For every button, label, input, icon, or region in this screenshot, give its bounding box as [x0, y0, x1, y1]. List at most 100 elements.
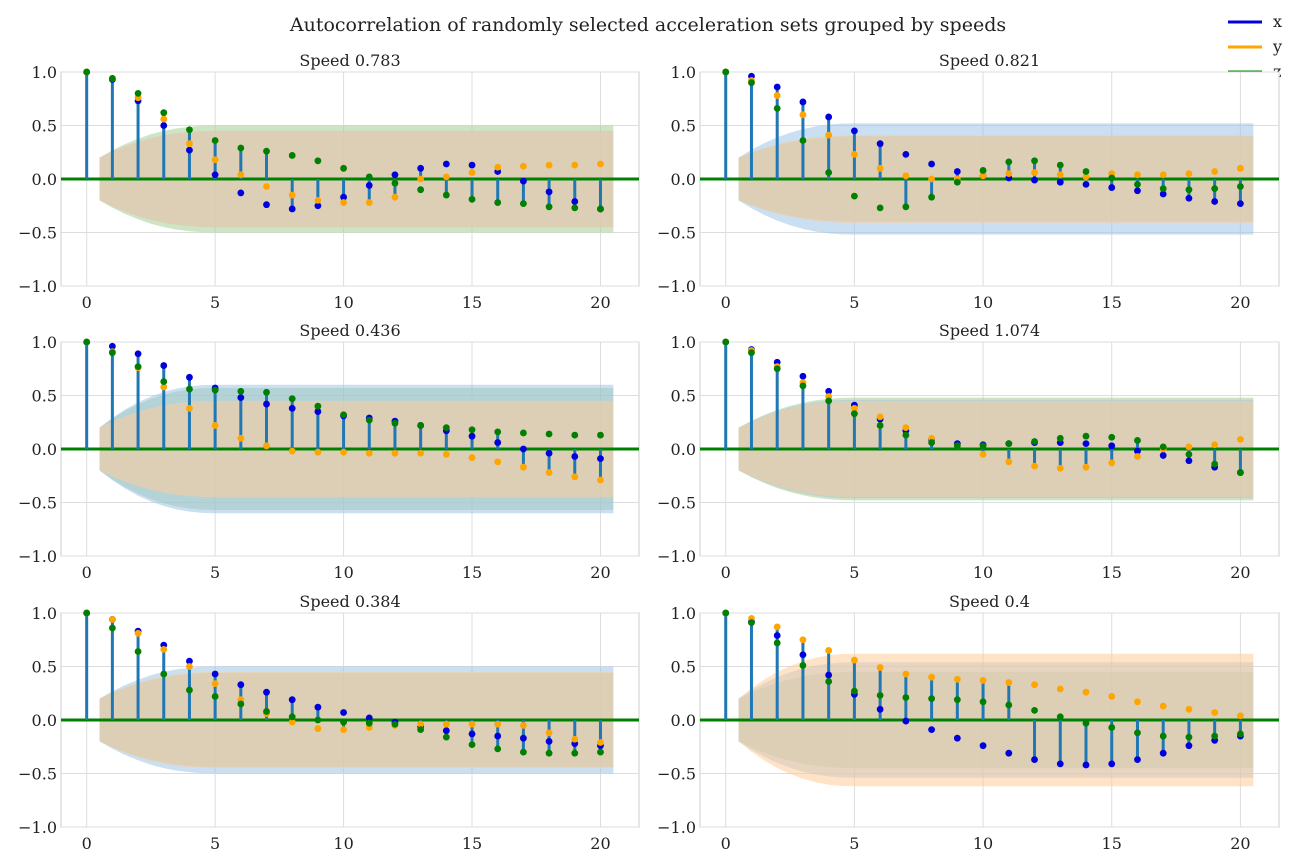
y-tick-label: −0.5	[657, 224, 696, 243]
x-tick-label: 5	[210, 563, 220, 582]
point-z-lag-20	[1237, 183, 1244, 190]
point-z-lag-18	[1185, 186, 1193, 194]
point-x-lag-4	[186, 657, 193, 665]
point-y-lag-10	[979, 450, 987, 458]
y-tick-label: −0.5	[657, 494, 696, 513]
point-x-lag-15	[468, 730, 476, 738]
point-z-lag-14	[1082, 432, 1090, 440]
point-z-lag-8	[928, 695, 935, 702]
point-z-lag-4	[186, 126, 193, 134]
point-z-lag-19	[571, 431, 579, 439]
point-x-lag-10	[340, 193, 347, 201]
point-y-lag-15	[468, 720, 476, 728]
point-y-lag-18	[1185, 170, 1193, 178]
x-tick-label: 5	[849, 293, 859, 312]
y-tick-label: 1.0	[32, 333, 57, 352]
y-tick-label: 0.0	[671, 440, 696, 459]
point-y-lag-18	[545, 729, 553, 737]
point-y-lag-12	[391, 193, 399, 201]
point-z-lag-9	[953, 178, 961, 186]
point-x-lag-6	[237, 189, 245, 197]
point-x-lag-15	[1108, 760, 1116, 768]
y-tick-label: 0.0	[32, 711, 57, 730]
point-z-lag-5	[211, 386, 219, 394]
point-y-lag-10	[979, 677, 987, 684]
point-x-lag-4	[825, 671, 833, 679]
point-z-lag-1	[108, 624, 116, 632]
point-z-lag-8	[928, 193, 935, 201]
point-z-lag-0	[83, 68, 91, 76]
point-y-lag-8	[928, 175, 935, 183]
point-y-lag-14	[1082, 173, 1090, 181]
point-y-lag-3	[799, 636, 807, 644]
point-x-lag-16	[494, 439, 502, 446]
point-z-lag-20	[597, 431, 604, 439]
point-z-lag-6	[237, 700, 245, 708]
point-z-lag-10	[979, 442, 987, 450]
point-x-lag-3	[799, 372, 807, 380]
y-tick-label: 0.0	[671, 170, 696, 189]
point-y-lag-2	[134, 629, 142, 637]
point-z-lag-11	[1005, 158, 1013, 166]
x-tick-label: 0	[721, 563, 731, 582]
x-tick-label: 10	[333, 563, 353, 582]
x-tick-label: 10	[333, 834, 353, 853]
point-x-lag-14	[1082, 440, 1090, 448]
legend-entry-y: y	[1228, 37, 1282, 56]
point-x-lag-10	[979, 742, 987, 750]
point-z-lag-12	[391, 179, 399, 187]
point-y-lag-14	[1082, 463, 1090, 471]
point-y-lag-16	[1134, 453, 1141, 460]
point-z-lag-6	[237, 387, 245, 395]
point-z-lag-7	[902, 694, 910, 701]
point-z-lag-5	[851, 410, 858, 418]
point-z-lag-4	[825, 678, 833, 685]
point-z-lag-12	[391, 720, 399, 728]
point-y-lag-11	[365, 199, 373, 206]
x-tick-label: 10	[333, 293, 353, 312]
point-y-lag-17	[1159, 171, 1167, 179]
point-z-lag-5	[851, 687, 858, 695]
y-tick-label: 0.5	[32, 117, 57, 136]
point-z-lag-5	[851, 192, 858, 200]
point-z-lag-19	[571, 749, 579, 757]
x-tick-label: 0	[82, 293, 92, 312]
point-x-lag-6	[876, 140, 884, 148]
point-y-lag-5	[851, 404, 858, 412]
point-y-lag-11	[1005, 170, 1013, 178]
point-z-lag-7	[263, 147, 270, 155]
point-z-lag-19	[1211, 185, 1219, 193]
point-x-lag-8	[288, 404, 296, 412]
point-y-lag-19	[1211, 168, 1219, 175]
point-z-lag-18	[1185, 450, 1193, 458]
point-z-lag-2	[134, 648, 142, 655]
point-y-lag-8	[288, 191, 296, 199]
point-z-lag-1	[748, 619, 755, 627]
point-x-lag-7	[263, 201, 270, 209]
point-x-lag-17	[1159, 452, 1167, 459]
point-y-lag-5	[211, 680, 219, 688]
point-z-lag-16	[1134, 729, 1141, 737]
point-z-lag-3	[799, 382, 807, 390]
point-x-lag-18	[1185, 194, 1193, 202]
panel-5: 0 5 10 15 20 1.0 0.5 0.0 −0.5 −1.0 Speed 0.384	[18, 592, 640, 853]
point-y-lag-1	[108, 616, 116, 623]
point-z-lag-7	[263, 708, 270, 715]
point-x-lag-17	[520, 445, 527, 453]
point-z-lag-14	[1082, 719, 1090, 727]
point-y-lag-12	[1031, 169, 1038, 176]
point-y-lag-14	[442, 450, 450, 458]
point-z-lag-4	[825, 169, 833, 176]
point-z-lag-4	[825, 397, 833, 405]
point-y-lag-17	[520, 463, 527, 471]
point-x-lag-15	[468, 161, 476, 169]
point-z-lag-3	[160, 670, 168, 678]
point-z-lag-16	[494, 745, 502, 753]
point-y-lag-15	[468, 169, 476, 176]
point-z-lag-6	[237, 144, 245, 152]
point-z-lag-14	[442, 191, 450, 199]
point-y-lag-7	[902, 424, 910, 431]
point-x-lag-1	[108, 342, 116, 350]
y-tick-label: 1.0	[671, 604, 696, 623]
